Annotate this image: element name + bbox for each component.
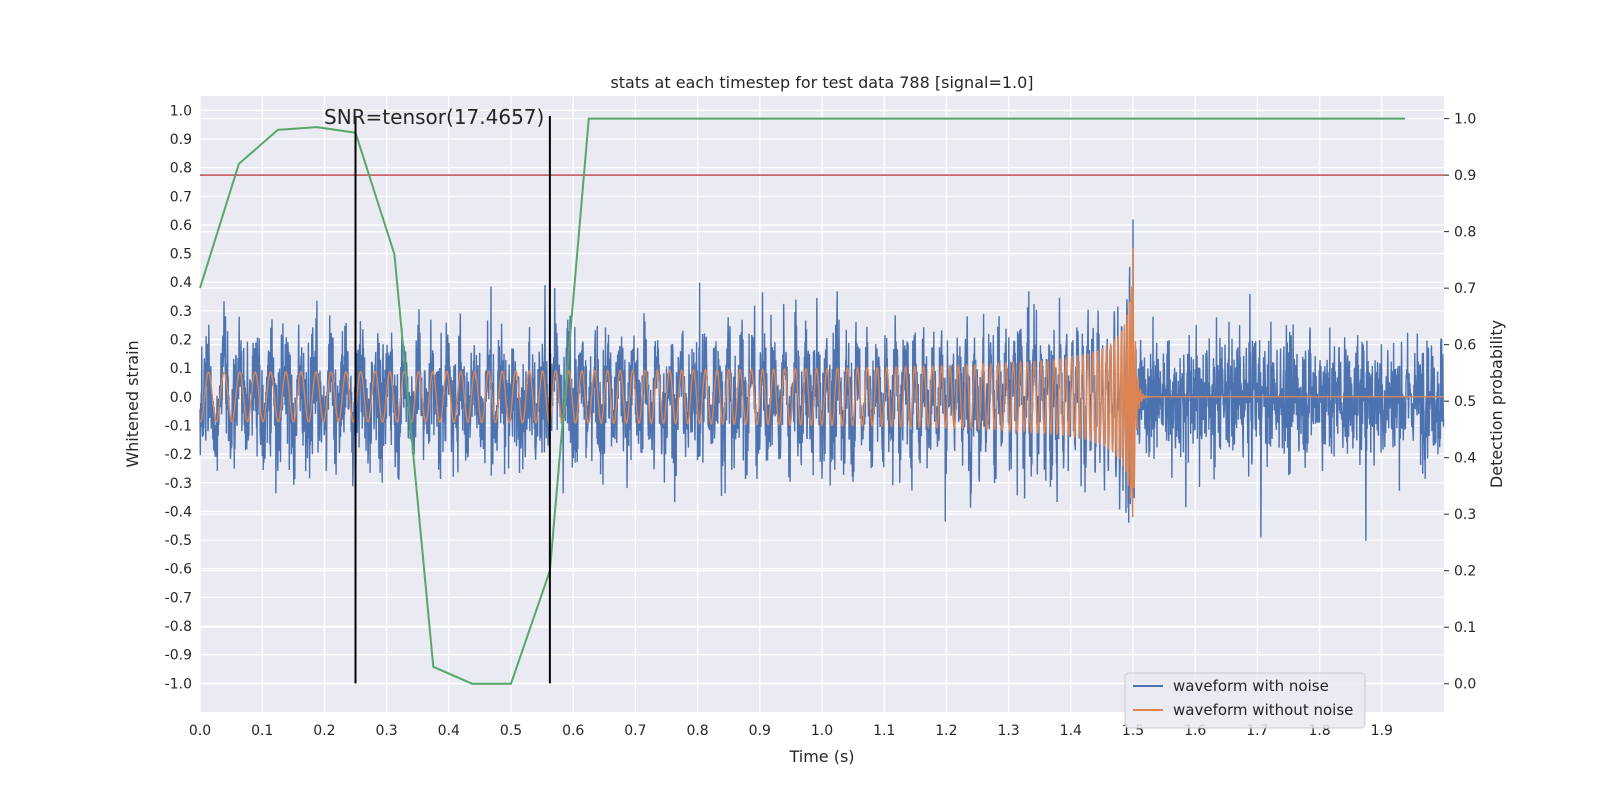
y2-tick-label: 0.5	[1454, 394, 1476, 410]
y-tick-label: 1.0	[170, 103, 192, 119]
series-layer	[199, 116, 1445, 685]
x-tick-label: 0.4	[438, 723, 460, 739]
y-tick-label: 0.5	[170, 247, 192, 263]
x-tick-label: 0.1	[251, 723, 273, 739]
y-tick-label: -0.2	[165, 447, 192, 463]
y2-tick-label: 0.6	[1454, 338, 1476, 354]
y-tick-label: -0.7	[165, 590, 192, 606]
y-tick-label: -0.6	[165, 562, 192, 578]
y2-tick-label: 0.3	[1454, 507, 1476, 523]
y-tick-label: 0.7	[170, 189, 192, 205]
x-tick-label: 1.1	[873, 723, 895, 739]
legend-box	[1124, 672, 1366, 729]
y-tick-label: 0.4	[170, 275, 192, 291]
y2-tick-label: 0.8	[1454, 225, 1476, 241]
y2-axis-label: Detection probability	[1487, 320, 1506, 488]
y-tick-label: -1.0	[165, 676, 192, 692]
x-tick-label: 0.2	[313, 723, 335, 739]
y-tick-label: -0.1	[165, 418, 192, 434]
y-axis-left: 1.0 0.9 0.8 0.7 0.6 0.5 0.4 0.3 0.2 0.1 0.0 -0.1 -0.…	[165, 103, 192, 692]
chart-title: stats at each timestep for test data 788…	[610, 73, 1033, 92]
x-tick-label: 1.2	[935, 723, 957, 739]
y-tick-label: -0.5	[165, 533, 192, 549]
series-detection-probability	[199, 117, 1406, 685]
y-tick-label: -0.3	[165, 476, 192, 492]
legend-label-noise: waveform with noise	[1173, 677, 1329, 695]
y-tick-label: 0.2	[170, 333, 192, 349]
y-tick-label: 0.1	[170, 361, 192, 377]
x-tick-label: 0.8	[686, 723, 708, 739]
x-tick-label: 0.9	[749, 723, 771, 739]
x-axis-label: Time (s)	[788, 747, 854, 766]
y2-tick-label: 0.4	[1454, 451, 1476, 467]
y2-tick-label: 0.7	[1454, 281, 1476, 297]
y2-tick-label: 0.2	[1454, 564, 1476, 580]
y-tick-label: 0.3	[170, 304, 192, 320]
legend-label-clean: waveform without noise	[1173, 701, 1353, 719]
x-tick-label: 0.5	[500, 723, 522, 739]
y-tick-label: -0.4	[165, 504, 192, 520]
y-tick-label: 0.8	[170, 161, 192, 177]
x-tick-label: 1.0	[811, 723, 833, 739]
x-tick-label: 1.9	[1371, 723, 1393, 739]
y2-tick-label: 0.0	[1454, 677, 1476, 693]
x-tick-label: 0.0	[189, 723, 211, 739]
y-tick-label: 0.6	[170, 218, 192, 234]
y2-tick-label: 0.9	[1454, 168, 1476, 184]
snr-annotation: SNR=tensor(17.4657)	[324, 105, 544, 129]
x-tick-label: 0.7	[624, 723, 646, 739]
x-tick-label: 1.3	[997, 723, 1019, 739]
y2-tick-label: 1.0	[1454, 112, 1476, 128]
x-tick-label: 0.3	[375, 723, 397, 739]
y-tick-label: 0.0	[170, 390, 192, 406]
legend: waveform with noise waveform without noi…	[1124, 672, 1366, 729]
y-tick-label: -0.9	[165, 648, 192, 664]
y-tick-label: -0.8	[165, 619, 192, 635]
y-axis-label: Whitened strain	[123, 340, 142, 467]
x-tick-label: 1.4	[1060, 723, 1082, 739]
y-tick-label: 0.9	[170, 132, 192, 148]
x-tick-label: 0.6	[562, 723, 584, 739]
y-axis-right: 1.0 0.9 0.8 0.7 0.6 0.5 0.4 0.3 0.2 0.1 0.0	[1444, 112, 1476, 693]
y2-tick-label: 0.1	[1454, 620, 1476, 636]
